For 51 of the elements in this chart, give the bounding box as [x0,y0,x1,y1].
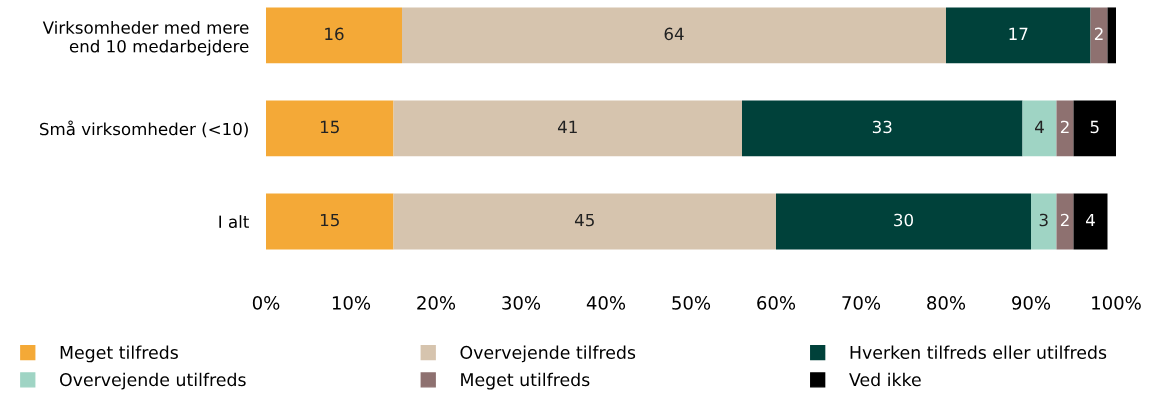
x-tick-label: 20% [417,296,456,310]
bar [1090,7,1108,64]
bar [402,7,946,64]
data-label: 64 [664,27,684,41]
x-tick-label: 60% [757,296,796,310]
data-label: 4 [1086,213,1095,227]
data-label: 2 [1060,120,1069,134]
data-label: 15 [320,213,339,227]
bar [1073,193,1108,250]
bar [1073,100,1116,157]
data-label: 17 [1009,27,1028,40]
bar [776,193,1031,250]
y-tick-label: Virksomheder med mere end 10 medarbejdere [42,20,249,56]
data-label: 2 [1060,213,1069,227]
legend-label: Meget tilfreds [60,345,178,363]
x-tick-label: 40% [586,296,626,310]
data-label: 41 [557,120,577,134]
data-label: 30 [894,213,913,227]
legend-label: Hverken tilfreds eller utilfreds [850,345,1107,359]
bar [266,7,402,64]
legend-label: Overvejende tilfreds [460,345,636,363]
bar [393,193,776,250]
data-label: 45 [574,213,594,227]
bar [1107,7,1116,64]
bar [266,193,394,250]
x-tick-label: 90% [1012,296,1051,310]
bar [742,100,1023,157]
legend-label: Ved ikke [849,372,921,387]
data-label: 16 [325,27,344,41]
x-tick-label: 0% [252,296,280,310]
bar [946,7,1091,64]
x-tick-label: 100% [1092,296,1141,310]
data-label: 3 [1039,213,1048,227]
x-tick-label: 70% [842,296,881,310]
bar [393,100,742,157]
y-tick-label: Små virksomheder (<10) [40,120,248,138]
bar [1022,100,1057,157]
x-tick-label: 10% [332,296,371,310]
legend-label: Overvejende utilfreds [60,372,246,390]
data-label: 4 [1035,120,1044,134]
data-label: 2 [1094,27,1103,40]
data-label: 5 [1090,120,1099,134]
data-label: 15 [320,120,339,134]
x-tick-label: 50% [672,296,711,310]
data-label: 33 [872,120,892,134]
y-tick-label: I alt [219,215,249,229]
x-tick-label: 30% [502,296,541,310]
bar [1031,193,1057,250]
bar [266,100,394,157]
legend-label: Meget utilfreds [461,372,590,390]
x-tick-label: 80% [927,296,966,310]
